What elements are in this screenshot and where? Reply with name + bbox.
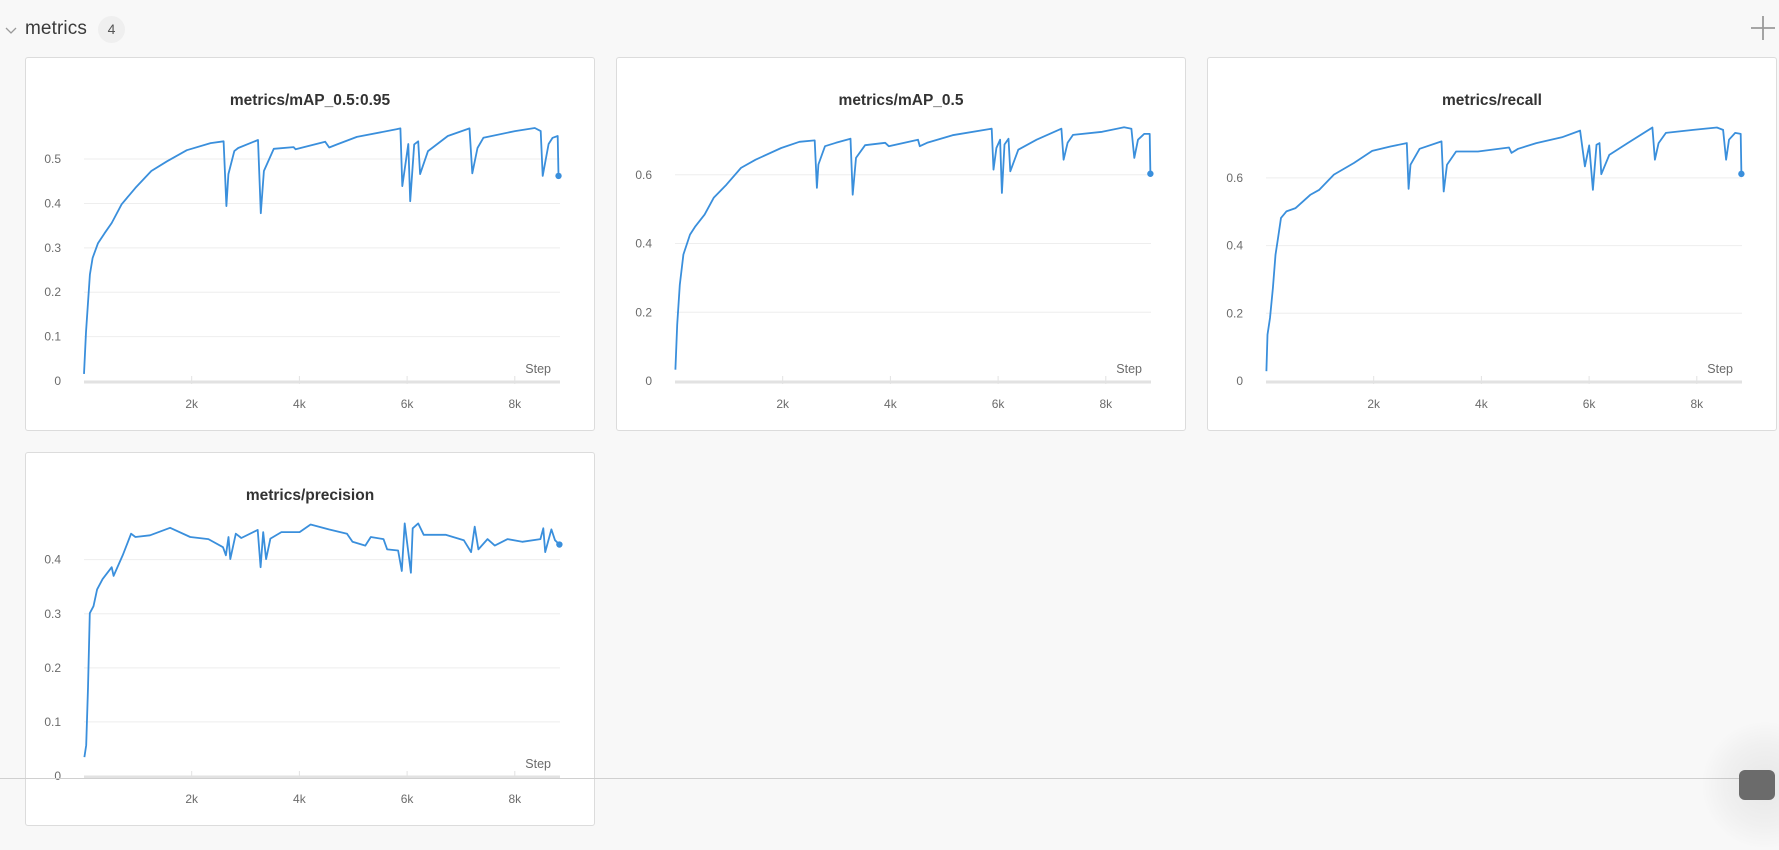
chart-panel[interactable]: 0 0.2 0.4 0.6 2k 4k 6k 8k Step metrics/mAP_0.5	[616, 57, 1186, 431]
x-tick-label: 4k	[1475, 397, 1489, 411]
y-tick-label: 0.1	[44, 715, 61, 729]
x-axis-label: Step	[525, 362, 551, 376]
y-tick-label: 0.4	[1226, 239, 1243, 253]
x-tick-label: 8k	[1099, 397, 1113, 411]
x-axis-label: Step	[1116, 362, 1142, 376]
last-point-marker	[1738, 170, 1745, 178]
y-tick-label: 0.2	[635, 305, 652, 319]
series-line[interactable]	[83, 127, 560, 374]
x-axis-label: Step	[1707, 362, 1733, 376]
x-tick-label: 2k	[185, 792, 199, 806]
y-tick-label: 0.1	[44, 330, 61, 344]
y-tick-label: 0.4	[44, 553, 61, 567]
section-header: metrics 4	[0, 12, 1779, 46]
series-line[interactable]	[674, 126, 1152, 370]
y-tick-label: 0.6	[1226, 171, 1243, 185]
y-tick-label: 0.2	[1226, 306, 1243, 320]
x-tick-label: 2k	[1367, 397, 1381, 411]
y-tick-label: 0.2	[44, 285, 61, 299]
x-tick-label: 8k	[508, 397, 522, 411]
last-point-marker	[1147, 170, 1154, 177]
last-point-marker	[556, 541, 563, 548]
x-tick-label: 6k	[1583, 397, 1597, 411]
x-tick-label: 4k	[293, 792, 307, 806]
y-tick-label: 0.4	[44, 196, 61, 210]
y-tick-label: 0.4	[635, 237, 652, 251]
chart-panel[interactable]: 0 0.1 0.2 0.3 0.4 0.5 2k 4k 6k 8k Step metrics/mAP_…	[25, 57, 595, 431]
chart-panel[interactable]: 0 0.1 0.2 0.3 0.4 2k 4k 6k 8k Step metrics/precisi…	[25, 452, 595, 826]
x-axis-label: Step	[525, 757, 551, 771]
last-point-marker	[555, 172, 562, 180]
line-chart[interactable]: 0 0.2 0.4 0.6 2k 4k 6k 8k Step	[1208, 58, 1777, 431]
y-tick-label: 0.3	[44, 607, 61, 621]
y-tick-label: 0	[1236, 374, 1243, 388]
line-chart[interactable]: 0 0.1 0.2 0.3 0.4 0.5 2k 4k 6k 8k Step	[26, 58, 595, 431]
divider	[0, 778, 1740, 779]
y-tick-label: 0	[645, 374, 652, 388]
y-tick-label: 0.2	[44, 661, 61, 675]
chart-title: metrics/mAP_0.5	[838, 92, 964, 109]
x-tick-label: 6k	[401, 792, 415, 806]
chart-title: metrics/recall	[1442, 92, 1542, 109]
x-tick-label: 2k	[776, 397, 790, 411]
section-title[interactable]: metrics	[25, 18, 87, 39]
line-chart[interactable]: 0 0.1 0.2 0.3 0.4 2k 4k 6k 8k Step	[26, 453, 595, 826]
chart-title: metrics/mAP_0.5:0.95	[229, 92, 391, 109]
y-tick-label: 0	[54, 374, 61, 388]
chevron-down-icon[interactable]	[5, 23, 17, 35]
x-tick-label: 4k	[293, 397, 307, 411]
y-tick-label: 0	[54, 769, 61, 783]
line-chart[interactable]: 0 0.2 0.4 0.6 2k 4k 6k 8k Step	[617, 58, 1186, 431]
x-tick-label: 6k	[401, 397, 415, 411]
plus-icon[interactable]	[1749, 14, 1777, 42]
x-tick-label: 8k	[1690, 397, 1704, 411]
series-line[interactable]	[1265, 126, 1743, 372]
chart-title: metrics/precision	[245, 487, 375, 504]
chart-panel[interactable]: 0 0.2 0.4 0.6 2k 4k 6k 8k Step metrics/recall	[1207, 57, 1777, 431]
x-tick-label: 6k	[992, 397, 1006, 411]
x-tick-label: 2k	[185, 397, 199, 411]
series-line[interactable]	[83, 522, 561, 758]
y-tick-label: 0.3	[44, 241, 61, 255]
y-tick-label: 0.6	[635, 168, 652, 182]
x-tick-label: 8k	[508, 792, 522, 806]
x-tick-label: 4k	[884, 397, 898, 411]
y-tick-label: 0.5	[44, 152, 61, 166]
floating-action-button[interactable]	[1739, 770, 1775, 800]
panel-count-badge: 4	[98, 16, 125, 43]
